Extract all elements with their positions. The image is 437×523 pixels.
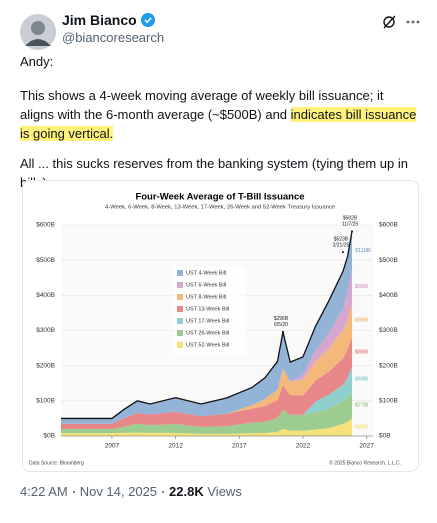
legend-swatch — [177, 318, 183, 324]
x-tick-label: 2027 — [359, 443, 374, 450]
end-label: $69B — [355, 377, 368, 383]
annotation-value: $582B — [343, 216, 358, 222]
author-name-text: Jim Bianco — [62, 12, 137, 28]
end-label: $77B — [355, 402, 368, 408]
annotation-date: 11/7/25 — [342, 222, 359, 228]
tweet-paragraph: This shows a 4-week moving average of we… — [20, 86, 420, 143]
author-name[interactable]: Jim Bianco — [62, 12, 155, 28]
end-label: $110B — [355, 248, 371, 254]
annotation-point — [281, 330, 284, 333]
legend-label: UST 6-Week Bill — [186, 282, 226, 288]
header-icons[interactable] — [382, 14, 422, 30]
date[interactable]: Nov 14, 2025 — [79, 484, 158, 499]
source: Data Source: Bloomberg — [29, 460, 84, 466]
legend-swatch — [177, 306, 183, 312]
paragraph-text: This shows a 4-week moving average of we… — [20, 88, 384, 122]
y-tick-label-right: $200B — [379, 362, 398, 369]
author-handle[interactable]: @biancoresearch — [62, 30, 165, 45]
legend-label: UST 52-Week Bill — [186, 342, 229, 348]
annotation-value: $523B — [334, 236, 349, 242]
annotation-date: 2/21/25 — [333, 242, 350, 248]
end-label: $50B — [355, 425, 368, 431]
legend-box — [173, 267, 245, 355]
end-label: $86B — [355, 349, 368, 355]
legend-label: UST 8-Week Bill — [186, 294, 226, 300]
y-tick-label: $400B — [36, 292, 55, 299]
y-tick-label-right: $300B — [379, 327, 398, 334]
y-tick-label: $100B — [36, 398, 55, 405]
y-tick-label: $500B — [36, 257, 55, 264]
annotation-date: 6/5/20 — [274, 322, 288, 328]
legend-label: UST 4-Week Bill — [186, 270, 226, 276]
chart-title: Four-Week Average of T-Bill Issuance — [135, 192, 304, 203]
y-tick-label: $300B — [36, 327, 55, 334]
avatar[interactable] — [20, 14, 56, 50]
legend-swatch — [177, 330, 183, 336]
tweet-footer: 4:22 AM Nov 14, 2025 22.8K Views — [20, 484, 242, 499]
end-label: $95B — [355, 318, 368, 324]
legend-swatch — [177, 342, 183, 348]
views-label: Views — [207, 484, 242, 499]
chart: Four-Week Average of T-Bill Issuance 4-W… — [29, 192, 401, 467]
legend-label: UST 26-Week Bill — [186, 330, 229, 336]
verified-badge — [140, 13, 155, 27]
chart-subtitle: 4-Week, 6-Week, 8-Week, 13-Week, 17-Week… — [105, 205, 335, 211]
legend-swatch — [177, 270, 183, 276]
area — [61, 303, 352, 424]
x-tick-label: 2012 — [168, 443, 183, 450]
y-tick-label: $200B — [36, 362, 55, 369]
x-tick-label: 2007 — [105, 443, 120, 450]
y-tick-label: $0B — [43, 433, 55, 440]
area — [61, 418, 352, 436]
y-tick-label: $600B — [36, 222, 55, 229]
annotation-value: $296B — [274, 316, 289, 322]
area — [61, 391, 352, 434]
x-tick-label: 2017 — [232, 443, 247, 450]
legend-swatch — [177, 282, 183, 288]
annotation-point — [350, 230, 353, 233]
y-tick-label-right: $600B — [379, 222, 398, 229]
views-count: 22.8K — [169, 484, 204, 499]
legend-swatch — [177, 294, 183, 300]
chart-image[interactable]: Four-Week Average of T-Bill Issuance 4-W… — [22, 180, 419, 472]
x-tick-label: 2022 — [296, 443, 311, 450]
legend-label: UST 17-Week Bill — [186, 318, 229, 324]
legend-label: UST 13-Week Bill — [186, 306, 229, 312]
y-tick-label-right: $500B — [379, 257, 398, 264]
time[interactable]: 4:22 AM — [20, 484, 68, 499]
area — [61, 336, 352, 429]
end-label: $95B — [355, 284, 368, 290]
annotation-point — [341, 251, 344, 254]
copyright: © 2025 Bianco Research, L.L.C. — [329, 459, 401, 466]
y-tick-label-right: $400B — [379, 292, 398, 299]
y-tick-label-right: $0B — [379, 433, 391, 440]
greeting: Andy: — [20, 54, 54, 69]
y-tick-label-right: $100B — [379, 398, 398, 405]
area — [61, 231, 352, 424]
total-line — [61, 231, 353, 420]
